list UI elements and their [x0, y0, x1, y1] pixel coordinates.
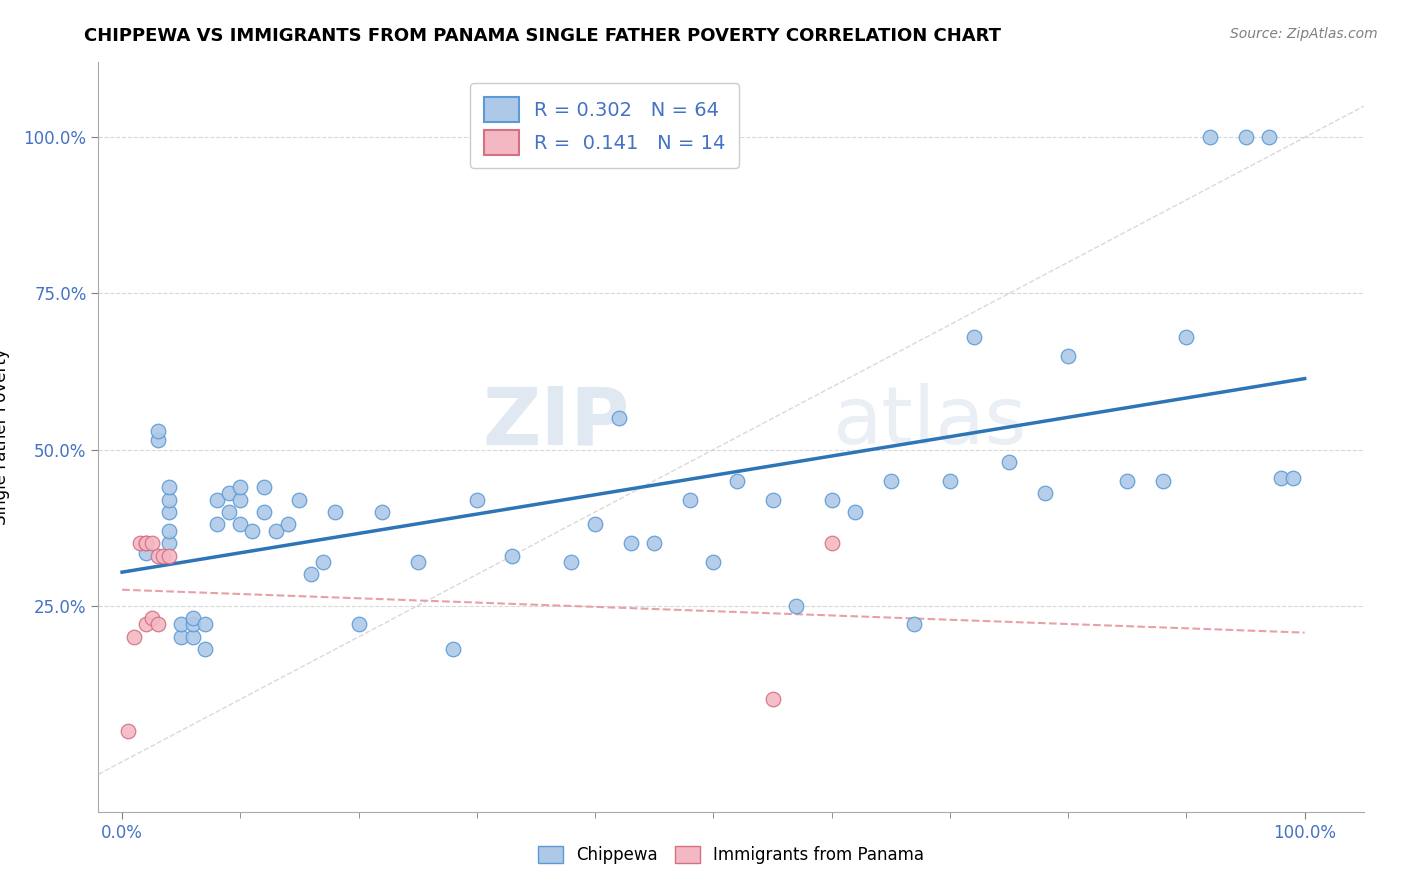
Point: [406, 555, 429, 569]
Y-axis label: Single Father Poverty: Single Father Poverty: [0, 349, 10, 525]
Point: [135, 536, 157, 550]
Point: [785, 599, 807, 613]
Point: [240, 524, 263, 538]
Point: [1116, 474, 1139, 488]
Point: [194, 617, 217, 632]
Point: [1270, 471, 1292, 485]
Point: [141, 536, 163, 550]
Point: [761, 692, 783, 706]
Point: [702, 555, 724, 569]
Point: [146, 549, 169, 563]
Point: [761, 492, 783, 507]
Point: [253, 480, 276, 494]
Point: [117, 723, 139, 738]
Point: [725, 474, 748, 488]
Point: [157, 480, 180, 494]
Point: [583, 517, 606, 532]
Text: Source: ZipAtlas.com: Source: ZipAtlas.com: [1230, 27, 1378, 41]
Point: [181, 617, 204, 632]
Point: [194, 642, 217, 657]
Point: [620, 536, 643, 550]
Text: CHIPPEWA VS IMMIGRANTS FROM PANAMA SINGLE FATHER POVERTY CORRELATION CHART: CHIPPEWA VS IMMIGRANTS FROM PANAMA SINGL…: [84, 27, 1001, 45]
Point: [1282, 471, 1305, 485]
Point: [1057, 349, 1080, 363]
Point: [218, 486, 240, 500]
Point: [820, 536, 842, 550]
Point: [323, 505, 346, 519]
Point: [170, 617, 193, 632]
Point: [1199, 130, 1222, 145]
Point: [122, 630, 145, 644]
Point: [939, 474, 962, 488]
Point: [128, 536, 150, 550]
Point: [157, 492, 180, 507]
Point: [157, 505, 180, 519]
Point: [903, 617, 925, 632]
Point: [229, 517, 252, 532]
Text: ZIP: ZIP: [482, 383, 630, 461]
Point: [347, 617, 370, 632]
Point: [157, 536, 180, 550]
Point: [312, 555, 335, 569]
Point: [146, 424, 169, 438]
Point: [607, 411, 630, 425]
Point: [229, 480, 252, 494]
Point: [157, 524, 180, 538]
Point: [1033, 486, 1056, 500]
Point: [229, 492, 252, 507]
Point: [880, 474, 903, 488]
Point: [501, 549, 523, 563]
Point: [1234, 130, 1257, 145]
Point: [679, 492, 702, 507]
Point: [253, 505, 276, 519]
Point: [820, 492, 842, 507]
Point: [560, 555, 582, 569]
Point: [205, 492, 228, 507]
Point: [205, 517, 228, 532]
Point: [844, 505, 866, 519]
Point: [152, 549, 174, 563]
Point: [998, 455, 1021, 469]
Point: [181, 630, 204, 644]
Point: [277, 517, 299, 532]
Point: [299, 567, 322, 582]
Point: [218, 505, 240, 519]
Point: [371, 505, 394, 519]
Point: [643, 536, 665, 550]
Point: [146, 434, 169, 448]
Point: [146, 617, 169, 632]
Point: [170, 630, 193, 644]
Legend: Chippewa, Immigrants from Panama: Chippewa, Immigrants from Panama: [531, 839, 931, 871]
Point: [441, 642, 464, 657]
Point: [1152, 474, 1174, 488]
Point: [141, 611, 163, 625]
Point: [157, 549, 180, 563]
Point: [962, 330, 984, 344]
Point: [465, 492, 488, 507]
Point: [264, 524, 287, 538]
Point: [288, 492, 311, 507]
Point: [1175, 330, 1198, 344]
Point: [135, 617, 157, 632]
Point: [135, 536, 157, 550]
Point: [135, 546, 157, 560]
Point: [181, 611, 204, 625]
Point: [1258, 130, 1281, 145]
Text: atlas: atlas: [832, 383, 1026, 461]
